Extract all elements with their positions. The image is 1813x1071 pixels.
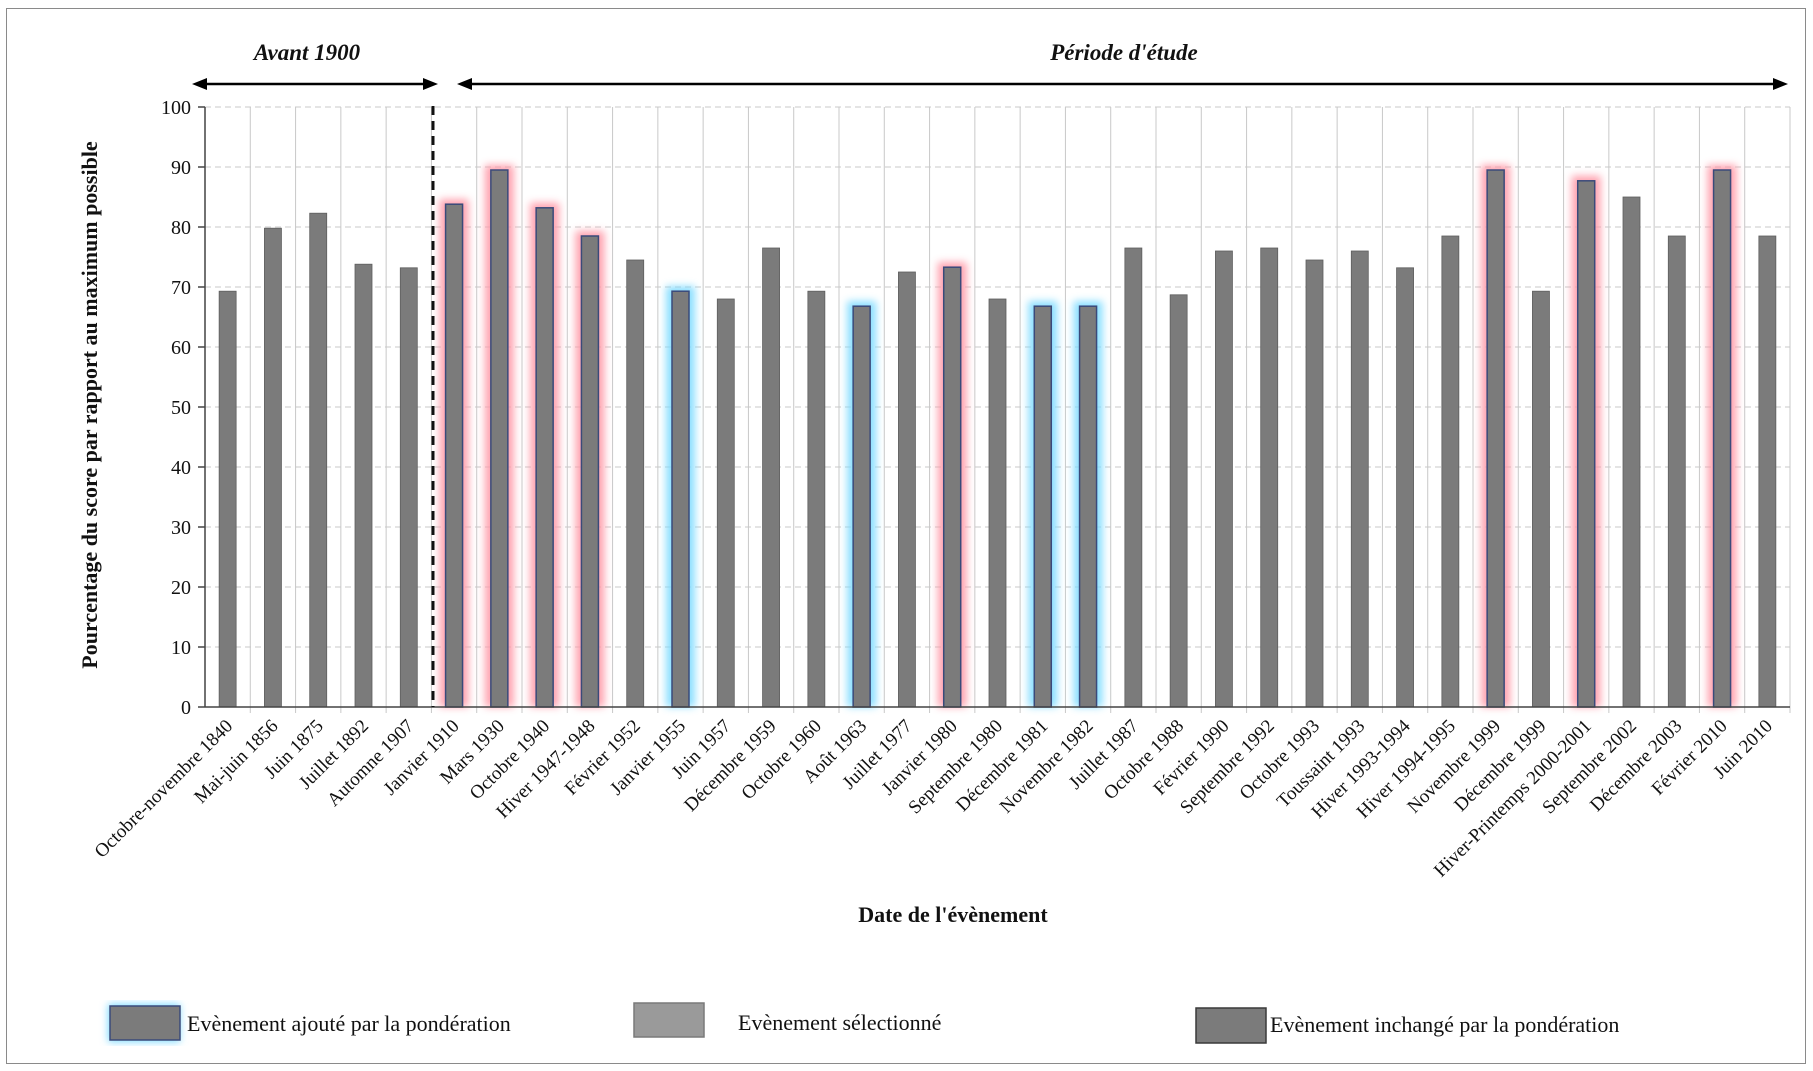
arrowhead-left-2 <box>457 78 472 90</box>
bar <box>1622 196 1641 708</box>
bar <box>1532 290 1550 708</box>
y-tick-label: 40 <box>171 457 191 479</box>
bar <box>1350 250 1369 708</box>
y-tick-label: 30 <box>171 517 191 539</box>
bar <box>399 267 418 708</box>
bar <box>1712 169 1732 708</box>
bar <box>1576 180 1596 708</box>
y-tick-label: 60 <box>171 337 191 359</box>
bar <box>1033 305 1053 708</box>
bar <box>762 247 780 708</box>
y-tick-label: 80 <box>171 217 191 239</box>
bar <box>942 266 962 708</box>
legend: Evènement ajouté par la pondération Evèn… <box>108 1002 1619 1044</box>
x-axis-title: Date de l'évènement <box>858 902 1048 927</box>
y-tick-label: 50 <box>171 397 191 419</box>
bar <box>218 290 237 708</box>
bar <box>354 263 373 708</box>
bar <box>1758 235 1777 708</box>
legend-label-selected: Evènement sélectionné <box>738 1010 941 1035</box>
arrowhead-right-1 <box>423 78 438 90</box>
period-label-study: Période d'étude <box>1049 40 1198 65</box>
y-tick-labels: 0 10 20 30 40 50 60 70 80 90 100 <box>161 97 191 719</box>
bar <box>671 290 690 708</box>
bar <box>1078 305 1098 708</box>
bar <box>1441 235 1460 708</box>
legend-swatch-selected <box>633 1002 705 1038</box>
bar <box>580 235 600 708</box>
bar <box>716 298 735 708</box>
bar <box>807 290 826 708</box>
arrowhead-left-1 <box>192 78 207 90</box>
bar <box>1667 235 1686 708</box>
y-tick-label: 0 <box>181 697 191 719</box>
bars <box>218 169 1777 708</box>
gridlines <box>204 106 1791 713</box>
y-tick-label: 20 <box>171 577 191 599</box>
legend-swatch-unchanged <box>1195 1007 1267 1044</box>
bar <box>1260 247 1279 708</box>
legend-swatch-added <box>109 1005 181 1041</box>
bar <box>1305 259 1324 708</box>
period-label-before-1900: Avant 1900 <box>252 40 361 65</box>
bar <box>535 207 554 708</box>
arrowhead-right-2 <box>1773 78 1788 90</box>
legend-label-unchanged: Evènement inchangé par la pondération <box>1270 1012 1619 1037</box>
y-tick-label: 100 <box>161 97 191 119</box>
bar <box>1215 250 1233 708</box>
bar <box>264 227 282 708</box>
bar <box>1124 247 1143 708</box>
bar <box>626 259 645 708</box>
legend-label-added: Evènement ajouté par la pondération <box>187 1011 511 1036</box>
axes <box>198 106 1790 708</box>
bar <box>444 203 464 708</box>
bar <box>1486 169 1505 708</box>
chart-frame <box>6 8 1806 1064</box>
y-tick-label: 70 <box>171 277 191 299</box>
y-tick-label: 90 <box>171 157 191 179</box>
bar <box>490 169 509 708</box>
bar <box>988 298 1007 708</box>
y-tick-label: 10 <box>171 637 191 659</box>
y-axis-title: Pourcentage du score par rapport au maxi… <box>77 141 102 669</box>
bar <box>309 212 328 708</box>
bar <box>852 305 871 708</box>
bar <box>1169 294 1188 708</box>
bar <box>898 271 916 708</box>
period-annotations: Avant 1900 Période d'étude <box>192 40 1788 707</box>
bar <box>1396 267 1414 708</box>
